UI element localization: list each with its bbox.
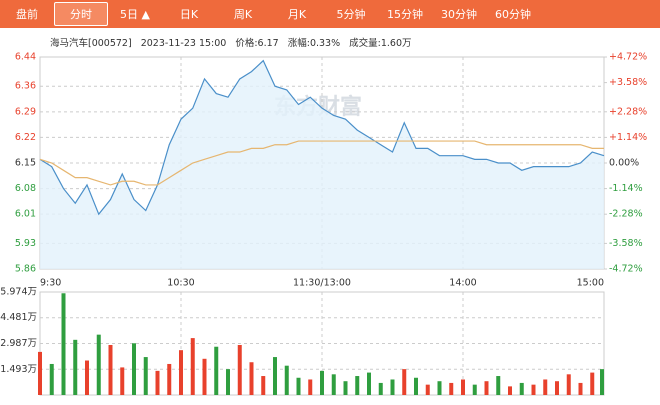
volume-bar xyxy=(543,379,548,395)
volume-bar xyxy=(85,360,89,395)
tab[interactable]: 盘前 xyxy=(16,8,38,21)
y-tick-label: 6.22 xyxy=(15,132,36,143)
volume-bar xyxy=(390,379,395,395)
y2-tick-label: -3.58% xyxy=(609,238,643,249)
x-tick-label: 9:30 xyxy=(40,278,61,289)
volume-bar xyxy=(578,382,583,395)
volume-bar xyxy=(226,369,230,395)
y-tick-label: 2.987万 xyxy=(0,338,37,349)
volume-bar xyxy=(308,379,313,395)
volume-bar xyxy=(519,382,524,395)
tab[interactable]: 分时 xyxy=(54,2,108,26)
volume-bar xyxy=(132,343,136,395)
volume-bar xyxy=(378,382,383,395)
volume-bar xyxy=(190,338,195,395)
volume-bar xyxy=(355,376,360,395)
volume-bar xyxy=(249,362,254,395)
volume-bar xyxy=(49,363,54,395)
y-tick-label: 5.86 xyxy=(15,264,36,275)
volume-bar xyxy=(96,334,101,395)
volume-bar xyxy=(472,384,477,395)
y-tick-label: 6.36 xyxy=(15,81,36,92)
tab[interactable]: 日K xyxy=(179,8,199,21)
price-line xyxy=(39,59,605,216)
volume-bar xyxy=(555,381,559,395)
y2-tick-label: +4.72% xyxy=(609,52,647,63)
tab[interactable]: 周K xyxy=(233,8,253,21)
change: 涨幅:0.33% xyxy=(287,38,341,49)
volume-bar xyxy=(496,376,501,395)
volume-bar xyxy=(202,358,207,395)
y-tick-label: 6.44 xyxy=(15,52,36,63)
volume-bar xyxy=(531,384,536,395)
volume-bar xyxy=(461,379,465,395)
volume-bar xyxy=(155,370,160,395)
volume-bar xyxy=(237,345,242,395)
volume-bar xyxy=(343,381,348,395)
y-tick-label: 5.93 xyxy=(15,238,36,249)
volume-bar xyxy=(273,357,277,395)
volume-bar xyxy=(590,372,595,395)
volume-bar xyxy=(296,377,301,395)
volume-bar xyxy=(437,381,442,395)
y2-tick-label: +2.28% xyxy=(609,106,647,117)
volume-bar xyxy=(402,369,407,395)
volume-bar xyxy=(179,350,183,395)
volume-bar xyxy=(167,363,172,395)
tab[interactable]: 月K xyxy=(287,8,307,21)
volume-bar xyxy=(108,345,113,395)
volume-bar xyxy=(143,357,148,395)
tab[interactable]: 5分钟 xyxy=(336,8,366,21)
volume-bar xyxy=(261,376,266,395)
volume-bar xyxy=(449,382,454,395)
volume-bar xyxy=(367,372,371,395)
volume-bar xyxy=(73,339,78,395)
y-tick-label: 4.481万 xyxy=(0,312,37,323)
y-tick-label: 6.15 xyxy=(15,158,36,169)
x-tick-label: 15:00 xyxy=(577,278,604,289)
volume: 成交量:1.60万 xyxy=(349,38,412,49)
price: 价格:6.17 xyxy=(235,38,279,49)
volume-bar xyxy=(61,293,66,395)
tab-bar: 盘前 分时 5日 ▲ 日K 周K 月K 5分钟 15分钟 30分钟 60分钟 xyxy=(0,0,660,28)
x-tick-label: 14:00 xyxy=(449,278,476,289)
volume-bar xyxy=(120,367,125,395)
volume-bar xyxy=(38,351,42,395)
tab[interactable]: 5日 ▲ xyxy=(120,8,150,21)
y-tick-label: 6.29 xyxy=(15,106,36,117)
tab[interactable]: 60分钟 xyxy=(495,8,531,21)
volume-bar xyxy=(414,377,418,395)
volume-bar xyxy=(600,369,604,395)
volume-bar xyxy=(566,374,571,395)
x-tick-label: 11:30/13:00 xyxy=(293,278,351,289)
stock-name: 海马汽车[000572] xyxy=(50,38,132,49)
x-tick-label: 10:30 xyxy=(167,278,194,289)
price-area xyxy=(40,60,604,269)
volume-bar xyxy=(331,374,336,395)
tab[interactable]: 15分钟 xyxy=(387,8,423,21)
y2-tick-label: 0.00% xyxy=(609,158,639,169)
time: 2023-11-23 15:00 xyxy=(140,38,227,49)
y2-tick-label: +1.14% xyxy=(609,132,647,143)
volume-bar xyxy=(214,346,219,395)
y2-tick-label: +3.58% xyxy=(609,77,647,88)
y2-tick-label: -1.14% xyxy=(609,183,643,194)
y2-tick-label: -2.28% xyxy=(609,209,643,220)
tab[interactable]: 30分钟 xyxy=(441,8,477,21)
y-tick-label: 1.493万 xyxy=(0,364,37,375)
y2-tick-label: -4.72% xyxy=(609,264,643,275)
volume-bar xyxy=(508,386,512,395)
y-tick-label: 6.01 xyxy=(15,209,36,220)
info-line: 海马汽车[000572] 2023-11-23 15:00 价格:6.17 涨幅… xyxy=(50,35,418,49)
volume-bar xyxy=(320,370,324,395)
volume-bar xyxy=(284,365,289,395)
volume-bar xyxy=(425,384,430,395)
y-tick-label: 6.08 xyxy=(15,183,36,194)
average-line xyxy=(39,140,604,186)
volume-bar xyxy=(484,381,489,395)
y-tick-label: 5.974万 xyxy=(0,287,37,298)
